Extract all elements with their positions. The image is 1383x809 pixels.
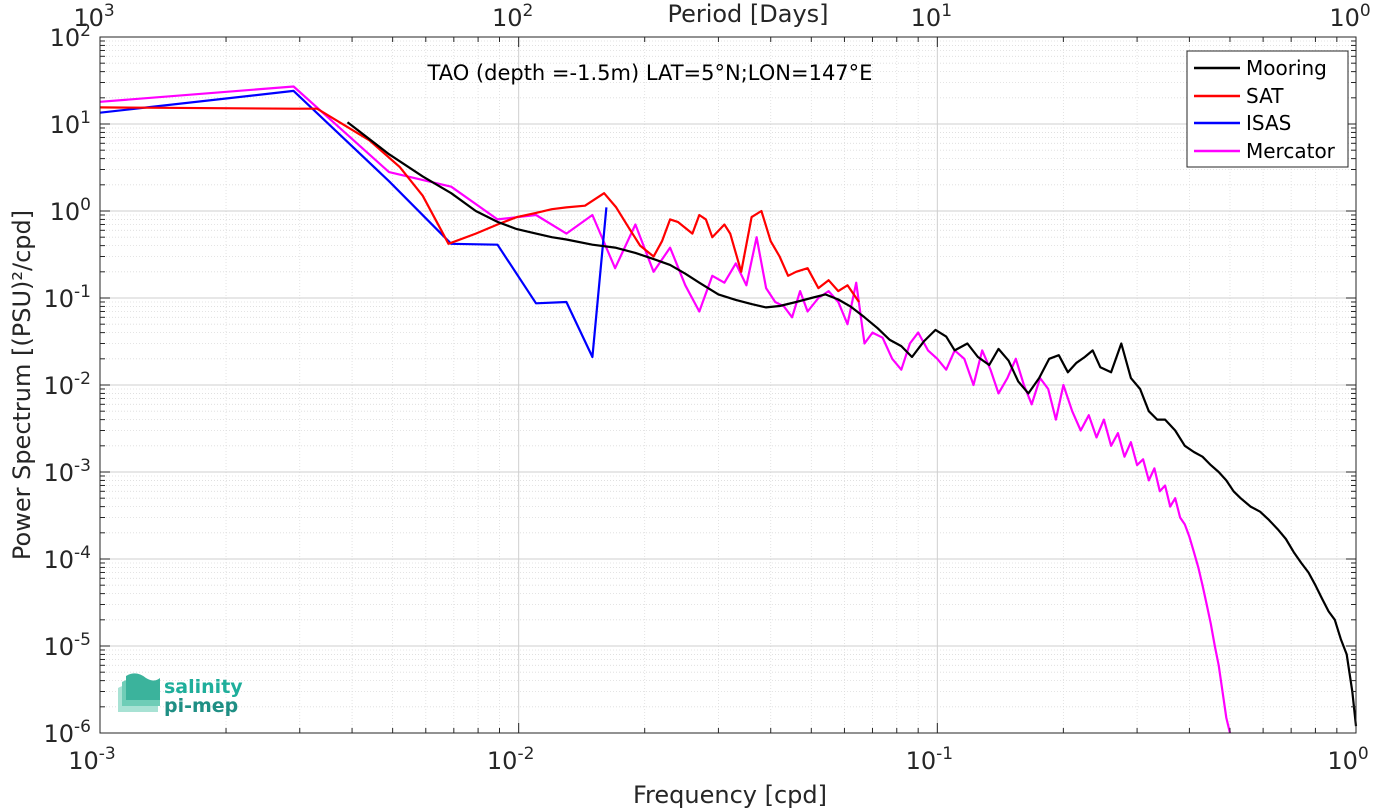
top-x-tick-label: 103: [73, 1, 114, 32]
series-layer: [99, 85, 1358, 734]
top-x-axis-label: Period [Days]: [667, 0, 828, 28]
y-tick-label: 10-4: [44, 543, 92, 574]
x-axis-label: Frequency [cpd]: [633, 781, 827, 809]
logo-text-pimep: pi-mep: [164, 695, 238, 717]
legend-label-mercator: Mercator: [1246, 139, 1336, 163]
y-tick-label: 10-2: [44, 369, 92, 400]
minor-grid: [100, 37, 1356, 733]
x-tick-label: 100: [1327, 744, 1368, 775]
salinity-pimep-logo: salinity pi-mep: [118, 673, 243, 717]
y-tick-label: 10-6: [44, 717, 92, 748]
x-tick-labels: 10-3 10-2 10-1 100: [68, 744, 1368, 775]
logo-text-salinity: salinity: [164, 676, 243, 698]
legend-label-sat: SAT: [1246, 84, 1284, 108]
legend: Mooring SAT ISAS Mercator: [1186, 50, 1349, 168]
top-x-tick-labels: 103 102 101 100: [73, 1, 1370, 32]
legend-box: [1186, 50, 1349, 168]
wave-logo-icon: [118, 673, 160, 712]
y-tick-label: 101: [50, 108, 91, 139]
x-tick-label: 10-1: [906, 744, 954, 775]
series-line-mooring: [346, 121, 1358, 727]
x-tick-label: 10-2: [487, 744, 534, 775]
top-x-tick-label: 100: [1329, 1, 1370, 32]
legend-label-mooring: Mooring: [1246, 56, 1327, 80]
top-x-tick-label: 101: [911, 1, 952, 32]
y-tick-label: 10-3: [44, 456, 92, 487]
y-tick-labels: 102 101 100 10-1 10-2 10-3 10-4 10-5 10-6: [44, 21, 92, 748]
y-tick-label: 10-5: [44, 630, 92, 661]
y-axis-label: Power Spectrum [(PSU)²/cpd]: [8, 210, 36, 560]
y-tick-label: 100: [50, 195, 91, 226]
y-tick-label: 10-1: [44, 282, 92, 313]
series-line-mercator: [99, 85, 1232, 734]
tick-marks: [99, 36, 1357, 734]
y-tick-label: 102: [50, 21, 91, 52]
series-line-isas: [99, 89, 608, 359]
legend-label-isas: ISAS: [1246, 111, 1291, 135]
series-line-sat: [99, 106, 860, 303]
x-tick-label: 10-3: [68, 744, 116, 775]
chart-title: TAO (depth =-1.5m) LAT=5°N;LON=147°E: [427, 61, 873, 85]
top-x-tick-label: 102: [492, 1, 533, 32]
